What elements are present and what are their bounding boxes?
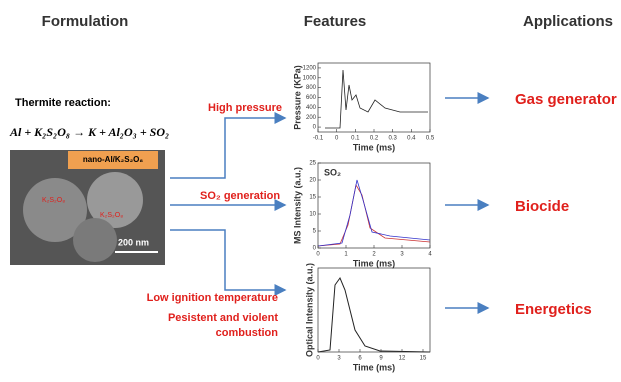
x-tick-label: 2 (372, 252, 376, 258)
application: Gas generator (515, 91, 617, 108)
x-tick-label: 0.5 (426, 136, 435, 142)
y-tick-label: 25 (309, 161, 316, 167)
header: Formulation (42, 13, 129, 30)
annotation: SO₂ (324, 167, 341, 177)
application: Biocide (515, 198, 569, 215)
particle (73, 218, 117, 262)
feature-label: combustion (216, 327, 279, 339)
x-axis-label: Time (ms) (353, 142, 395, 152)
y-tick-label: 1000 (303, 75, 317, 81)
feature-label: SO₂ generation (200, 190, 280, 202)
x-axis-label: Time (ms) (353, 362, 395, 372)
x-tick-label: 1 (344, 252, 348, 258)
x-tick-label: 0.4 (407, 136, 416, 142)
x-tick-label: 6 (358, 356, 362, 362)
feature-label: High pressure (208, 102, 282, 114)
plot-frame (318, 63, 430, 132)
header: Applications (523, 13, 613, 30)
y-tick-label: 200 (306, 115, 317, 121)
x-axis-label: Time (ms) (353, 258, 395, 268)
x-tick-label: 12 (399, 356, 406, 362)
ms-curve (318, 180, 430, 246)
feature-label: Pesistent and violent (168, 312, 278, 324)
x-tick-label: -0.1 (313, 136, 324, 142)
pressure-curve (325, 70, 428, 128)
equation: Al + K₂S₂O₈ → K + Al₂O₃ + SO₂ (9, 125, 169, 139)
x-tick-label: 0 (316, 356, 320, 362)
ms-curve (318, 185, 430, 246)
feature-label: Low ignition temperature (147, 292, 278, 304)
y-axis-label: Optical Intensity (a.u.) (304, 263, 314, 357)
y-tick-label: 600 (306, 95, 317, 101)
x-tick-label: 4 (428, 252, 432, 258)
y-tick-label: 0 (313, 125, 317, 131)
x-tick-label: 0.3 (388, 136, 397, 142)
scale-bar-label: 200 nm (118, 237, 149, 247)
y-tick-label: 20 (309, 178, 316, 184)
image-label: K₂S₂O₈ (100, 212, 123, 219)
reaction-title: Thermite reaction: (15, 97, 111, 109)
x-tick-label: 15 (420, 356, 427, 362)
header: Features (304, 13, 367, 30)
x-tick-label: 9 (379, 356, 383, 362)
y-tick-label: 10 (309, 212, 316, 218)
plot-frame (318, 268, 430, 352)
y-tick-label: 400 (306, 105, 317, 111)
arrow (170, 118, 285, 178)
x-tick-label: 0.1 (351, 136, 360, 142)
application: Energetics (515, 301, 592, 318)
image-label: K₂S₂O₈ (42, 197, 65, 204)
optical-curve (318, 278, 430, 352)
y-tick-label: 1200 (303, 66, 317, 72)
image-tag: nano-Al/K₂S₂O₈ (83, 155, 143, 164)
y-axis-label: Pressure (KPa) (292, 65, 302, 130)
y-tick-label: 15 (309, 195, 316, 201)
x-tick-label: 0.2 (370, 136, 379, 142)
arrow (170, 230, 285, 290)
x-tick-label: 3 (337, 356, 341, 362)
diagram: Formulation Features Applications Thermi… (0, 0, 621, 377)
x-tick-label: 0 (316, 252, 320, 258)
y-axis-label: MS Intensity (a.u.) (292, 167, 302, 244)
y-tick-label: 5 (313, 229, 317, 235)
y-tick-label: 800 (306, 85, 317, 91)
x-tick-label: 3 (400, 252, 404, 258)
x-tick-label: 0 (335, 136, 339, 142)
